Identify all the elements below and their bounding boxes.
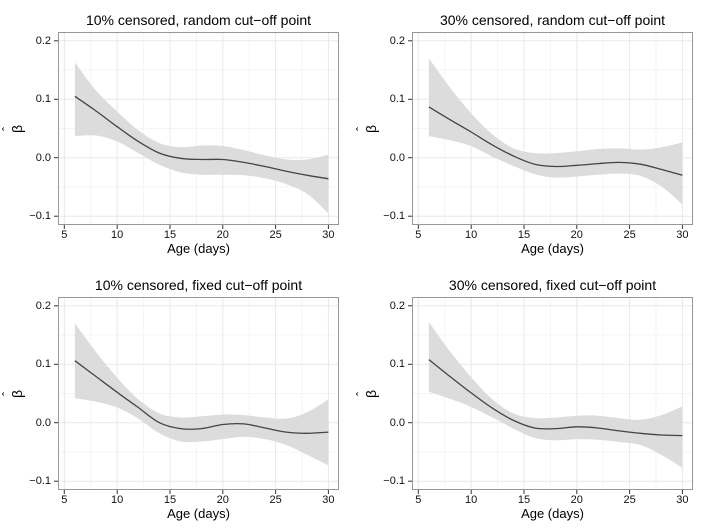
beta-hat-label: ˆ β [354, 124, 379, 133]
x-tick-label: 30 [322, 229, 335, 241]
x-tick-label: 25 [269, 229, 282, 241]
confidence-band [74, 323, 329, 466]
beta-glyph: β [363, 124, 379, 133]
beta-glyph: β [9, 124, 25, 133]
y-axis-label: ˆ β [354, 32, 381, 225]
beta-hat-label: ˆ β [0, 124, 25, 133]
panel-30-censored-random: 30% censored, random cut−off point ˆ β 0… [354, 0, 708, 265]
x-tick-label: 15 [163, 494, 177, 506]
beta-glyph: β [9, 389, 25, 398]
plot-area [54, 297, 339, 494]
x-tick-label: 10 [465, 494, 478, 506]
beta-glyph: β [363, 389, 379, 398]
smooth-line [74, 95, 329, 180]
panel-30-censored-fixed: 30% censored, fixed cut−off point ˆ β 0.… [354, 265, 708, 531]
confidence-band [428, 58, 683, 205]
beta-hat-label: ˆ β [354, 389, 379, 398]
x-tick-label: 15 [163, 229, 177, 241]
x-tick-label: 25 [269, 494, 282, 506]
x-tick-label: 20 [216, 494, 229, 506]
panel-title: 30% censored, fixed cut−off point [448, 277, 657, 293]
panel-10-censored-random: 10% censored, random cut−off point ˆ β 0… [0, 0, 354, 265]
x-tick-label: 5 [415, 229, 422, 241]
y-axis-label: ˆ β [0, 32, 27, 225]
x-tick-label: 20 [570, 494, 583, 506]
x-axis-label: Age (days) [167, 241, 230, 256]
plot-area [408, 32, 693, 229]
plot-area [54, 32, 339, 229]
x-tick-label: 10 [111, 229, 124, 241]
x-tick-label: 10 [111, 494, 124, 506]
y-axis-label: ˆ β [0, 297, 27, 490]
panel-title: 10% censored, fixed cut−off point [94, 277, 303, 293]
smooth-line [428, 359, 683, 437]
x-tick-label: 30 [322, 494, 335, 506]
x-tick-label: 10 [465, 229, 478, 241]
smooth-line [74, 360, 329, 434]
panel-title: 10% censored, random cut−off point [85, 12, 312, 28]
panel-title: 30% censored, random cut−off point [439, 12, 666, 28]
panel-border [58, 32, 339, 225]
x-tick-label: 30 [676, 229, 689, 241]
plot-area [408, 297, 693, 494]
panel-border [58, 297, 339, 490]
x-axis-label: Age (days) [521, 241, 584, 256]
x-tick-label: 25 [623, 494, 636, 506]
beta-hat-label: ˆ β [0, 389, 25, 398]
x-axis-label: Age (days) [167, 506, 230, 521]
x-tick-label: 20 [216, 229, 229, 241]
x-tick-label: 15 [517, 229, 531, 241]
panel-border [412, 297, 693, 490]
x-tick-label: 20 [570, 229, 583, 241]
x-tick-label: 25 [623, 229, 636, 241]
panel-border [412, 32, 693, 225]
y-axis-label: ˆ β [354, 297, 381, 490]
panel-10-censored-fixed: 10% censored, fixed cut−off point ˆ β 0.… [0, 265, 354, 531]
smooth-line [428, 106, 683, 176]
x-tick-label: 15 [517, 494, 531, 506]
x-tick-label: 5 [61, 494, 68, 506]
x-tick-label: 30 [676, 494, 689, 506]
x-tick-label: 5 [415, 494, 422, 506]
x-axis-label: Age (days) [521, 506, 584, 521]
confidence-band [74, 62, 329, 214]
x-tick-label: 5 [61, 229, 68, 241]
